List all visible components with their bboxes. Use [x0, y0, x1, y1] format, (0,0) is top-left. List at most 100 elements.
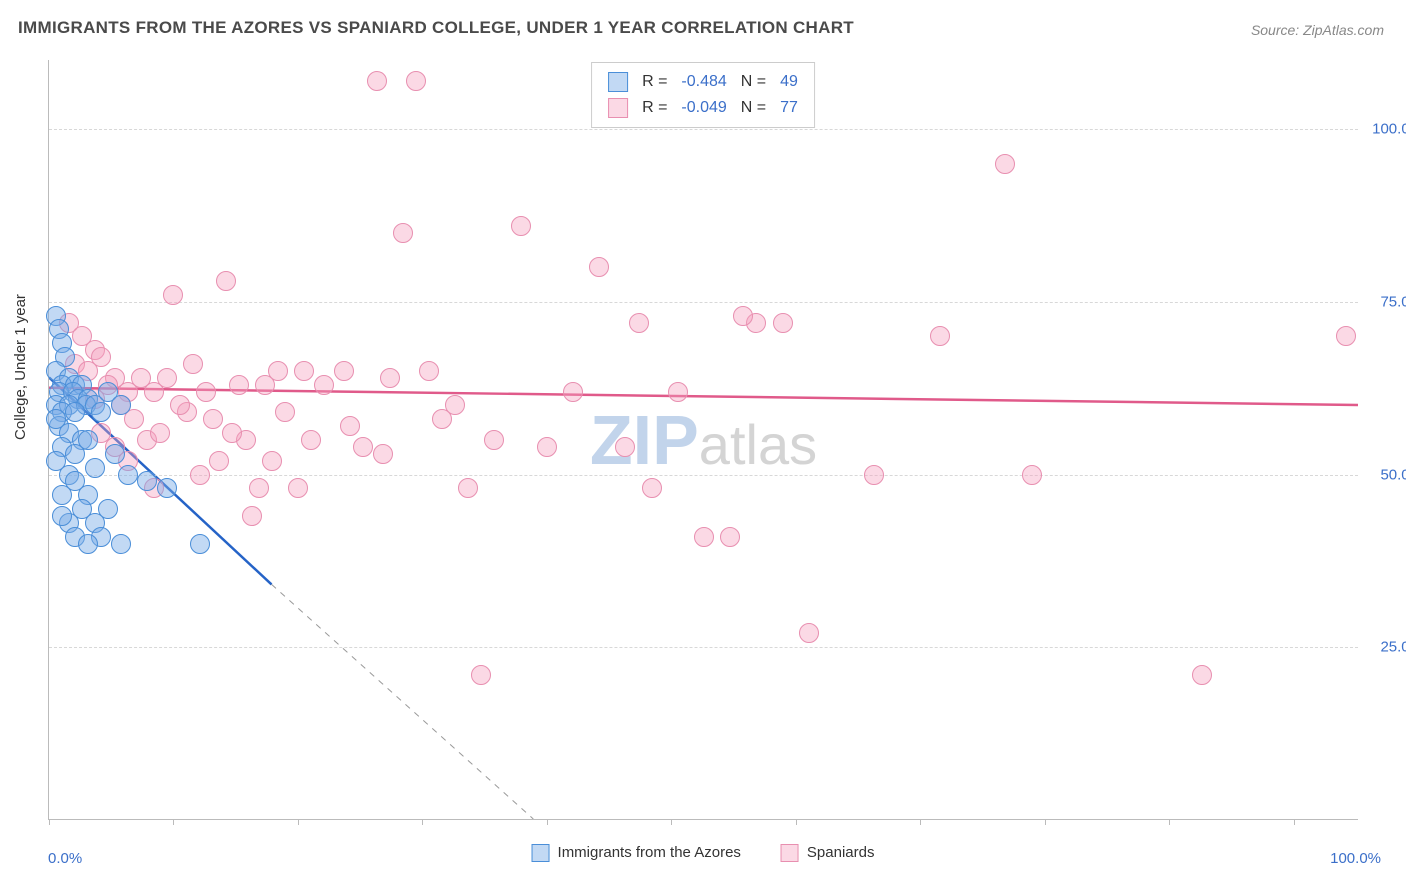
r-label: R = — [642, 99, 667, 117]
legend-item-a: Immigrants from the Azores — [532, 844, 741, 862]
r-value-a: -0.484 — [681, 73, 726, 91]
scatter-point-b — [1022, 465, 1042, 485]
scatter-point-b — [163, 285, 183, 305]
scatter-point-b — [1192, 665, 1212, 685]
scatter-point-b — [157, 368, 177, 388]
x-tick — [422, 819, 423, 825]
source-attribution: Source: ZipAtlas.com — [1251, 22, 1384, 38]
y-tick-label: 100.0% — [1372, 121, 1406, 138]
n-value-b: 77 — [780, 99, 798, 117]
scatter-point-b — [255, 375, 275, 395]
scatter-point-b — [367, 71, 387, 91]
scatter-point-b — [249, 478, 269, 498]
scatter-point-b — [799, 623, 819, 643]
gridline-h — [49, 129, 1358, 130]
scatter-point-a — [52, 485, 72, 505]
scatter-point-b — [334, 361, 354, 381]
scatter-point-b — [170, 395, 190, 415]
scatter-point-b — [1336, 326, 1356, 346]
scatter-point-b — [668, 382, 688, 402]
scatter-point-a — [111, 534, 131, 554]
scatter-point-b — [537, 437, 557, 457]
scatter-point-b — [222, 423, 242, 443]
y-tick-label: 25.0% — [1380, 639, 1406, 656]
chart-plot-area: ZIPatlas 25.0%50.0%75.0%100.0% — [48, 60, 1358, 820]
scatter-point-b — [301, 430, 321, 450]
scatter-point-b — [314, 375, 334, 395]
gridline-h — [49, 647, 1358, 648]
scatter-point-a — [78, 534, 98, 554]
scatter-point-b — [642, 478, 662, 498]
scatter-point-b — [694, 527, 714, 547]
scatter-point-b — [511, 216, 531, 236]
scatter-point-b — [471, 665, 491, 685]
x-tick — [547, 819, 548, 825]
legend-item-b: Spaniards — [781, 844, 875, 862]
x-tick — [1045, 819, 1046, 825]
scatter-point-b — [563, 382, 583, 402]
scatter-point-a — [105, 444, 125, 464]
scatter-point-b — [995, 154, 1015, 174]
legend-stats-row-b: R = -0.049 N = 77 — [608, 95, 798, 121]
scatter-point-b — [150, 423, 170, 443]
scatter-point-b — [229, 375, 249, 395]
x-tick — [173, 819, 174, 825]
scatter-point-b — [615, 437, 635, 457]
scatter-point-b — [190, 465, 210, 485]
scatter-point-b — [733, 306, 753, 326]
scatter-point-b — [353, 437, 373, 457]
scatter-point-a — [91, 402, 111, 422]
legend-stats-box: R = -0.484 N = 49 R = -0.049 N = 77 — [591, 62, 815, 128]
x-tick — [920, 819, 921, 825]
scatter-point-b — [589, 257, 609, 277]
scatter-point-b — [458, 478, 478, 498]
scatter-point-a — [137, 471, 157, 491]
scatter-point-a — [157, 478, 177, 498]
legend-stats-row-a: R = -0.484 N = 49 — [608, 69, 798, 95]
n-label: N = — [741, 99, 766, 117]
legend-swatch-a — [608, 72, 628, 92]
scatter-point-b — [216, 271, 236, 291]
scatter-point-b — [262, 451, 282, 471]
scatter-point-b — [340, 416, 360, 436]
scatter-point-b — [275, 402, 295, 422]
legend-swatch-b — [608, 98, 628, 118]
legend-bottom: Immigrants from the Azores Spaniards — [532, 844, 875, 862]
x-tick — [796, 819, 797, 825]
scatter-point-b — [629, 313, 649, 333]
scatter-point-b — [393, 223, 413, 243]
n-label: N = — [741, 73, 766, 91]
scatter-point-b — [773, 313, 793, 333]
scatter-point-a — [52, 506, 72, 526]
y-axis-label: College, Under 1 year — [12, 294, 29, 440]
legend-label-a: Immigrants from the Azores — [558, 844, 741, 861]
scatter-point-b — [380, 368, 400, 388]
scatter-point-b — [484, 430, 504, 450]
scatter-point-b — [209, 451, 229, 471]
scatter-point-a — [46, 409, 66, 429]
scatter-point-b — [183, 354, 203, 374]
scatter-point-b — [288, 478, 308, 498]
scatter-point-a — [118, 465, 138, 485]
y-tick-label: 75.0% — [1380, 293, 1406, 310]
scatter-point-b — [406, 71, 426, 91]
legend-swatch-b — [781, 844, 799, 862]
legend-swatch-a — [532, 844, 550, 862]
scatter-point-b — [720, 527, 740, 547]
y-tick-label: 50.0% — [1380, 466, 1406, 483]
x-tick — [1294, 819, 1295, 825]
scatter-point-a — [85, 458, 105, 478]
scatter-point-a — [190, 534, 210, 554]
scatter-point-a — [65, 444, 85, 464]
watermark-part2: atlas — [699, 413, 817, 476]
scatter-point-a — [65, 402, 85, 422]
x-tick — [1169, 819, 1170, 825]
n-value-a: 49 — [780, 73, 798, 91]
scatter-point-b — [373, 444, 393, 464]
trend-line-a-dashed — [272, 584, 534, 819]
scatter-point-b — [930, 326, 950, 346]
x-axis-start-label: 0.0% — [48, 850, 82, 867]
scatter-point-b — [203, 409, 223, 429]
x-tick — [298, 819, 299, 825]
legend-label-b: Spaniards — [807, 844, 875, 861]
